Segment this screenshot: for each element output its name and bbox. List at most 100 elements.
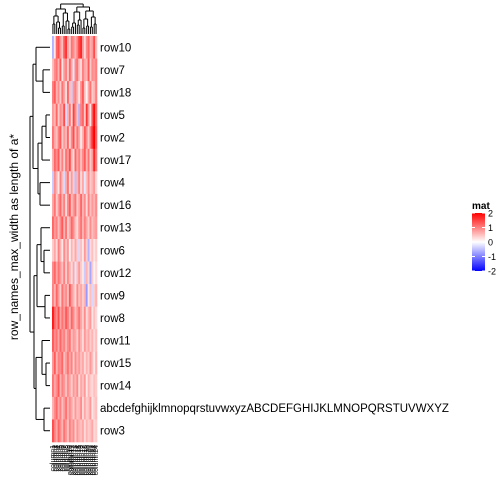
heatmap-cell <box>83 58 87 82</box>
row-label: row8 <box>100 313 125 325</box>
heatmap-cell <box>67 58 70 82</box>
heatmap-cell <box>82 103 85 127</box>
heatmap-cell <box>80 148 83 172</box>
heatmap-cell <box>67 239 70 262</box>
heatmap-cell <box>91 171 94 195</box>
heatmap-cell <box>61 419 64 443</box>
column-label: column11 <box>69 445 76 475</box>
heatmap-cell <box>63 306 66 330</box>
heatmap-cell <box>55 396 58 420</box>
heatmap-cell <box>53 284 57 307</box>
heatmap-cell <box>74 374 77 398</box>
heatmap-cell <box>63 171 66 195</box>
row-labels: row10 row7 row18 row5 row2 row17 row4 row16 row1… <box>100 42 449 437</box>
y-axis-title: row_names_max_width as length of a* <box>7 134 21 340</box>
heatmap-cell <box>61 148 64 172</box>
heatmap-cell <box>87 284 90 307</box>
heatmap-cell <box>61 126 64 150</box>
heatmap-cell <box>78 261 81 285</box>
heatmap-cell <box>89 396 92 420</box>
heatmap-cell <box>80 103 83 127</box>
heatmap-cell <box>91 216 94 240</box>
heatmap-cell <box>95 306 98 330</box>
heatmap-cell <box>52 374 55 398</box>
heatmap-cell <box>93 239 96 262</box>
heatmap-cell <box>76 103 79 127</box>
heatmap-cell <box>80 239 83 262</box>
heatmap-cell <box>63 103 66 127</box>
heatmap-cell <box>59 306 62 330</box>
legend-title: mat <box>472 201 490 212</box>
heatmap-cell <box>80 261 83 285</box>
heatmap-cell <box>83 329 87 353</box>
heatmap-cell <box>63 58 66 82</box>
heatmap-cell <box>91 126 94 150</box>
heatmap-cell <box>72 126 75 150</box>
heatmap-cell <box>82 306 85 330</box>
heatmap-cell <box>72 419 75 443</box>
heatmap-cell <box>89 419 92 443</box>
heatmap-cell <box>80 58 83 82</box>
heatmap-cell <box>80 419 83 443</box>
heatmap-cell <box>68 306 72 330</box>
heatmap-cell <box>61 306 64 330</box>
heatmap-cell <box>65 216 68 240</box>
heatmap-cell <box>89 239 92 262</box>
heatmap-cell <box>68 239 72 262</box>
heatmap-cell <box>87 351 90 375</box>
heatmap-cell <box>72 193 75 217</box>
legend-tick-label: -1 <box>488 252 496 262</box>
heatmap-cell <box>53 36 57 59</box>
heatmap-cell <box>52 351 55 375</box>
heatmap-cell <box>55 216 58 240</box>
heatmap-cell <box>53 216 57 240</box>
heatmap-cell <box>95 126 98 150</box>
column-label: column10 <box>67 445 74 475</box>
heatmap-cell <box>93 148 96 172</box>
heatmap-cell <box>57 239 60 262</box>
heatmap-cell <box>82 329 85 353</box>
heatmap-cell <box>82 193 85 217</box>
column-label: column15 <box>76 445 83 475</box>
legend-color-bar <box>472 213 485 271</box>
heatmap-cell <box>83 171 87 195</box>
heatmap-cell <box>59 103 62 127</box>
heatmap-cell <box>57 193 60 217</box>
heatmap-cell <box>89 148 92 172</box>
heatmap-cell <box>65 306 68 330</box>
heatmap-cell <box>57 58 60 82</box>
heatmap-cell <box>83 284 87 307</box>
heatmap-cell <box>52 419 55 443</box>
row-label: row11 <box>100 336 130 348</box>
row-label: row12 <box>100 268 131 280</box>
heatmap-cell <box>72 351 75 375</box>
heatmap-cell <box>57 329 60 353</box>
heatmap-cell <box>76 148 79 172</box>
heatmap-cell <box>63 261 66 285</box>
heatmap-cell <box>80 171 83 195</box>
heatmap-cell <box>68 81 72 104</box>
heatmap-cell <box>85 171 88 195</box>
heatmap-cell <box>76 239 79 262</box>
color-legend: mat 2 1 0 -1 -2 <box>472 201 496 277</box>
heatmap-cell <box>72 216 75 240</box>
heatmap-cell <box>55 374 58 398</box>
heatmap-cell <box>55 171 58 195</box>
heatmap-cell <box>93 329 96 353</box>
heatmap-cell <box>82 239 85 262</box>
heatmap-cell <box>67 329 70 353</box>
heatmap-cell <box>57 36 60 59</box>
heatmap-cell <box>89 193 92 217</box>
heatmap-cell <box>61 216 64 240</box>
heatmap-cell <box>72 36 75 59</box>
heatmap-cell <box>93 374 96 398</box>
heatmap-cell <box>61 351 64 375</box>
heatmap-cell <box>91 419 94 443</box>
heatmap-cell <box>68 284 72 307</box>
heatmap-cell <box>76 171 79 195</box>
heatmap-cell <box>95 193 98 217</box>
heatmap-cell <box>72 284 75 307</box>
heatmap-cell <box>52 81 55 104</box>
heatmap-cell <box>87 239 90 262</box>
heatmap-cell <box>65 81 68 104</box>
